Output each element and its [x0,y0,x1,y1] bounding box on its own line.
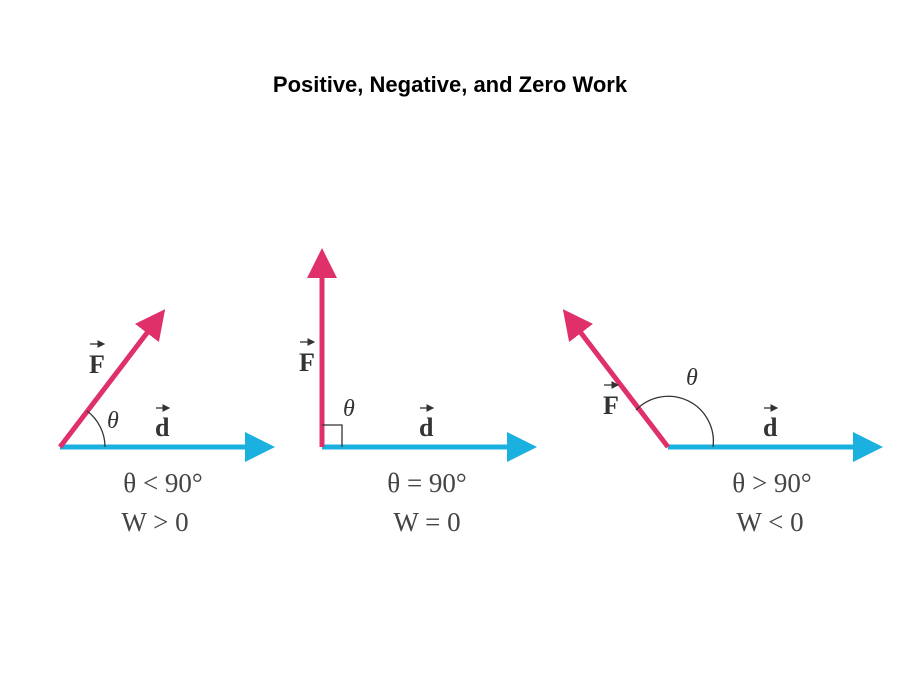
displacement-label: d [419,413,434,442]
right-angle [322,424,343,447]
condition: θ = 90° [387,468,466,498]
work: W = 0 [393,507,460,537]
panel-positive: θ F d θ < 90° W > 0 [58,309,275,537]
title: Positive, Negative, and Zero Work [273,72,628,97]
angle-label: θ [343,396,355,422]
displacement-label: d [155,413,170,442]
work: W < 0 [736,507,803,537]
condition: θ > 90° [732,468,811,498]
condition: θ < 90° [123,468,202,498]
angle-arc [635,395,715,448]
force-arrow [562,309,670,449]
panel-zero: θ F d θ = 90° W = 0 [299,248,537,537]
panel-negative: θ F d θ > 90° W < 0 [562,309,883,537]
force-label: F [603,391,619,420]
displacement-label: d [763,413,778,442]
angle-label: θ [686,365,698,391]
work: W > 0 [121,507,188,537]
angle-arc [86,410,106,448]
force-arrow [58,309,166,449]
angle-label: θ [107,408,119,434]
force-label: F [89,350,105,379]
force-label: F [299,348,315,377]
